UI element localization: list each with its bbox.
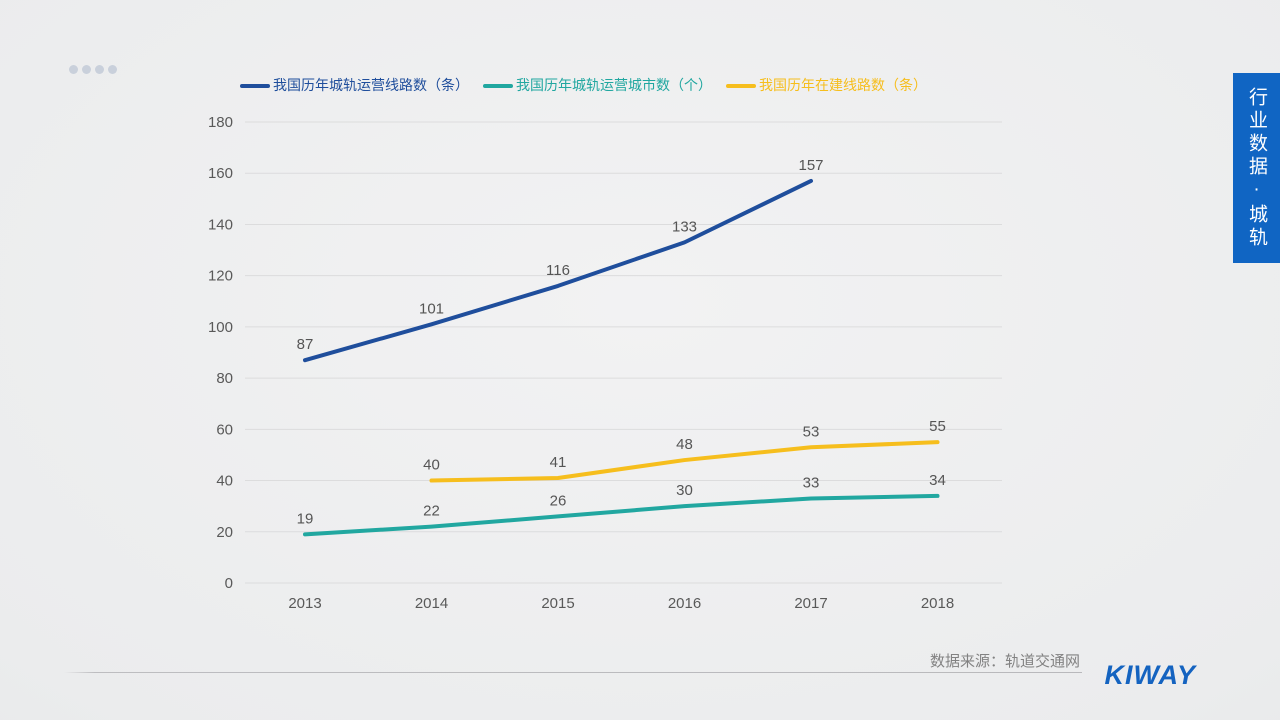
kiway-logo: KIWAY (1104, 660, 1196, 690)
x-tick-label: 2013 (288, 595, 321, 612)
data-label: 34 (929, 472, 946, 489)
series-line (303, 493, 940, 537)
y-tick-label: 180 (208, 114, 233, 131)
y-tick-label: 100 (208, 319, 233, 336)
dot-icon (82, 65, 91, 74)
dot-icon (69, 65, 78, 74)
section-tab: 行业数据·城轨 (1233, 73, 1280, 263)
legend-item-operating-lines: 我国历年城轨运营线路数（条） (240, 77, 469, 94)
x-tick-label: 2018 (921, 595, 954, 612)
dot-icon (95, 65, 104, 74)
legend-label: 我国历年城轨运营城市数（个） (516, 77, 712, 93)
data-label: 33 (803, 474, 820, 491)
y-tick-label: 120 (208, 268, 233, 285)
series-line (303, 178, 813, 363)
legend-label: 我国历年在建线路数（条） (759, 77, 927, 93)
data-label: 48 (676, 436, 693, 453)
data-label: 116 (546, 262, 570, 279)
legend-label: 我国历年城轨运营线路数（条） (273, 77, 469, 93)
x-tick-label: 2015 (541, 595, 574, 612)
legend-swatch-icon (726, 83, 756, 88)
legend-item-lines-under-construction: 我国历年在建线路数（条） (726, 77, 927, 94)
data-label: 26 (550, 492, 567, 509)
y-tick-label: 60 (216, 421, 233, 438)
chart-legend: 我国历年城轨运营线路数（条） 我国历年城轨运营城市数（个） 我国历年在建线路数（… (240, 77, 927, 94)
y-tick-label: 20 (216, 524, 233, 541)
legend-swatch-icon (483, 83, 513, 88)
pagination-dots (69, 65, 117, 74)
x-tick-label: 2014 (415, 595, 448, 612)
data-label: 19 (297, 510, 314, 527)
data-source-label: 数据来源：轨道交通网 (929, 653, 1080, 670)
series-line (429, 440, 940, 483)
data-label: 157 (798, 157, 823, 174)
data-label: 30 (676, 482, 693, 499)
footer-divider (64, 672, 1082, 673)
x-tick-label: 2016 (668, 595, 701, 612)
data-label: 40 (423, 457, 440, 474)
y-tick-label: 160 (208, 165, 233, 182)
data-label: 133 (672, 218, 697, 235)
dot-icon (108, 65, 117, 74)
y-tick-label: 140 (208, 216, 233, 233)
data-label: 53 (803, 423, 820, 440)
y-tick-label: 80 (216, 370, 233, 387)
y-tick-label: 0 (225, 575, 233, 592)
legend-item-operating-cities: 我国历年城轨运营城市数（个） (483, 77, 712, 94)
y-tick-label: 40 (216, 473, 233, 490)
x-tick-label: 2017 (794, 595, 827, 612)
data-label: 55 (929, 418, 946, 435)
section-tab-label: 行业数据·城轨 (1246, 86, 1267, 250)
data-label: 101 (419, 300, 444, 317)
data-label: 41 (550, 454, 567, 471)
legend-swatch-icon (240, 83, 270, 88)
data-label: 22 (423, 503, 440, 520)
data-label: 87 (297, 336, 314, 353)
